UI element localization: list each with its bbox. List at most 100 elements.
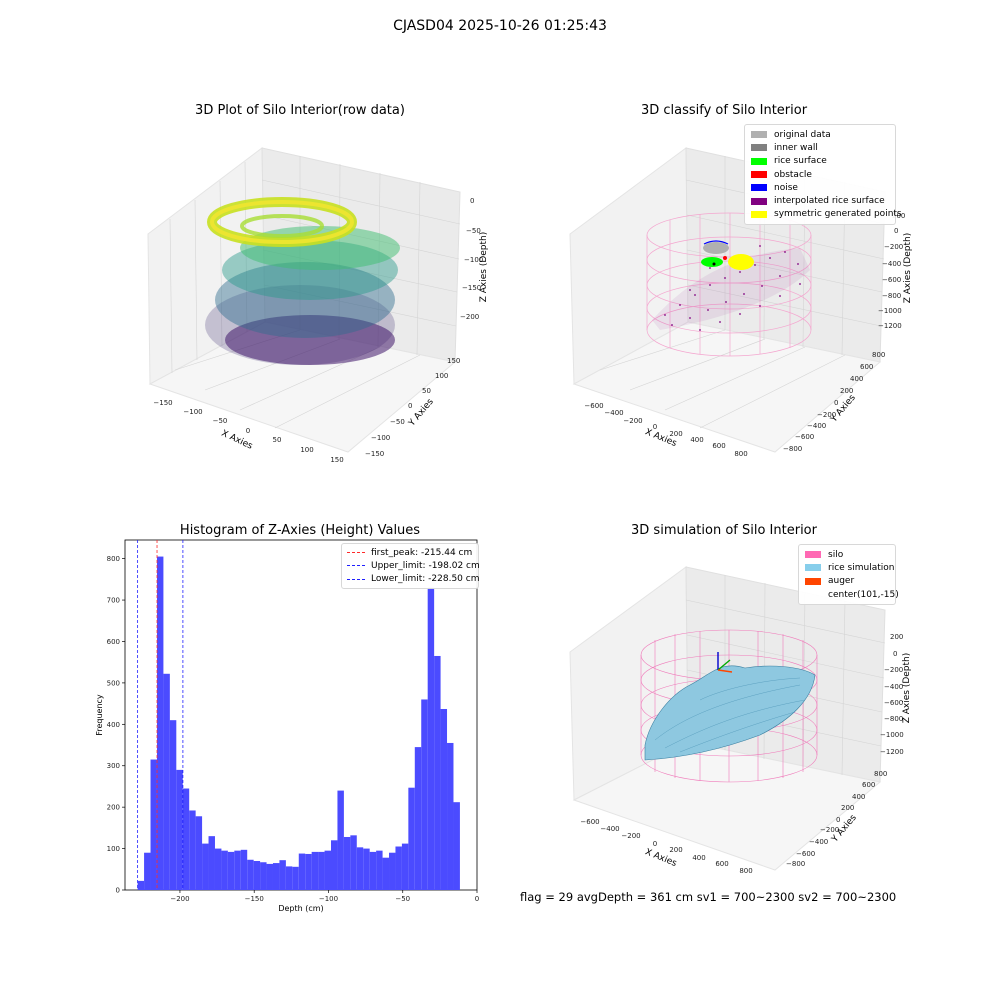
plot1-ytick: −150 (365, 450, 384, 458)
legend-swatch (751, 197, 767, 205)
histogram-bar (150, 759, 157, 890)
plot2-ytick: −400 (807, 422, 826, 430)
plot4-3d-simulation: −600 −400 −200 0 200 400 600 800 −800 −6… (569, 566, 912, 875)
plot1-ztick: −200 (460, 313, 479, 321)
plot1-ztick: −150 (462, 284, 481, 292)
y-tick-label: 300 (107, 762, 120, 770)
legend-swatch (805, 577, 821, 585)
plot2-ztick: −200 (884, 243, 903, 251)
plot1-tick-labels: −150 −100 −50 0 50 100 150 −150 −100 −50… (153, 197, 483, 464)
plot1-xtick: 50 (273, 436, 282, 444)
legend-item: noise (751, 181, 889, 194)
plot4-ztick: −400 (884, 683, 903, 691)
legend-item: rice simulation (805, 561, 894, 574)
histogram-bar (182, 788, 190, 890)
y-tick-label: 600 (107, 638, 120, 646)
plot1-xtick: 0 (246, 427, 250, 435)
legend-swatch (751, 157, 767, 165)
legend-label: noise (774, 182, 798, 193)
legend-label: interpolated rice surface (774, 196, 885, 207)
plot4-xtick: 0 (653, 840, 657, 848)
y-tick-label: 800 (107, 555, 120, 563)
plot2-ztick: −1000 (878, 307, 902, 315)
plot4-ztick: −800 (884, 715, 903, 723)
histogram-bar (298, 853, 306, 890)
histogram-bar (214, 848, 222, 890)
legend-item: obstacle (751, 168, 889, 181)
plot1-xtick: −100 (183, 408, 202, 416)
legend-item: interpolated rice surface (751, 194, 889, 207)
histogram-bar (401, 843, 409, 890)
plot3-bars (137, 556, 460, 890)
plot2-interpolated-surface (652, 245, 810, 331)
plot2-xtick: −200 (623, 417, 642, 425)
legend-item: Lower_limit: -228.50 cm (347, 573, 479, 586)
plot4-xtick: −200 (621, 832, 640, 840)
plot2-zlabel: Z Axies (Depth) (903, 233, 913, 304)
plot1-points (205, 197, 400, 365)
y-tick-label: 500 (107, 679, 120, 687)
histogram-bar (208, 836, 215, 890)
histogram-bar (285, 866, 293, 890)
legend-label: rice surface (774, 156, 827, 167)
plot2-xtick: −400 (604, 409, 623, 417)
plot4-ytick: 800 (874, 770, 887, 778)
histogram-bar (434, 655, 441, 890)
plot1-ytick: 150 (447, 357, 460, 365)
plot2-ytick: 800 (872, 351, 885, 359)
histogram-bar (331, 840, 338, 890)
histogram-bar (350, 835, 357, 890)
plot2-xtick: −600 (584, 402, 603, 410)
legend-swatch (751, 144, 767, 152)
plot1-xtick: −150 (153, 399, 172, 407)
legend-swatch (751, 184, 767, 192)
histogram-bar (266, 863, 273, 890)
legend-item: auger (805, 575, 889, 588)
histogram-bar (240, 849, 248, 890)
plot4-ztick: −1000 (880, 731, 904, 739)
plot3-histogram: −200 −150 −100 −50 0 0 100 200 300 400 500 600 700 8… (95, 539, 479, 913)
plot4-ytick: −400 (809, 838, 828, 846)
plot2-ztick: −800 (882, 292, 901, 300)
plot4-auger-axes (717, 652, 733, 673)
plot2-panes (569, 147, 886, 453)
plot2-ztick: 0 (894, 227, 898, 235)
plot4-ytick: 400 (852, 793, 865, 801)
legend-label: Upper_limit: -198.02 cm (371, 560, 480, 571)
plot4-legend: silo rice simulation auger center(101,-1… (798, 544, 899, 606)
legend-swatch (805, 564, 821, 572)
plot2-3d-classify: −600 −400 −200 0 200 400 600 800 −800 −6… (569, 147, 913, 458)
legend-label: Lower_limit: -228.50 cm (371, 574, 480, 585)
histogram-bar (389, 852, 396, 890)
plot1-ztick: −50 (466, 227, 481, 235)
plot2-silo-wire (646, 212, 812, 357)
plot2-ytick: 600 (860, 363, 873, 371)
plot2-ztick: −1200 (878, 322, 902, 330)
histogram-bar (227, 851, 235, 890)
histogram-bar (195, 816, 203, 890)
legend-label: center(101,-15) (828, 589, 899, 600)
x-tick-label: 0 (475, 895, 479, 903)
histogram-bar (369, 851, 377, 890)
legend-swatch (751, 131, 767, 139)
histogram-bar (382, 857, 390, 890)
plot2-ytick: 200 (840, 387, 853, 395)
plot4-xtick: 600 (715, 860, 728, 868)
plot4-ytick: 600 (862, 781, 875, 789)
plot2-ytick: 400 (850, 375, 863, 383)
status-line: flag = 29 avgDepth = 361 cm sv1 = 700~23… (520, 890, 897, 904)
plot4-ztick: −600 (884, 699, 903, 707)
plot1-ytick: −100 (371, 434, 390, 442)
histogram-bar (234, 850, 241, 890)
plot3-legend: first_peak: -215.44 cm Upper_limit: -198… (341, 543, 480, 589)
histogram-bar (337, 790, 344, 890)
histogram-bar (440, 708, 448, 890)
histogram-bar (363, 848, 370, 890)
plot2-classified-clusters (701, 240, 754, 270)
plot1-xtick: 150 (330, 456, 343, 464)
plot2-ytick: −600 (795, 433, 814, 441)
histogram-bar (292, 866, 299, 890)
legend-item: inner wall (751, 141, 889, 154)
histogram-bar (137, 880, 145, 890)
histogram-bar (221, 850, 228, 890)
